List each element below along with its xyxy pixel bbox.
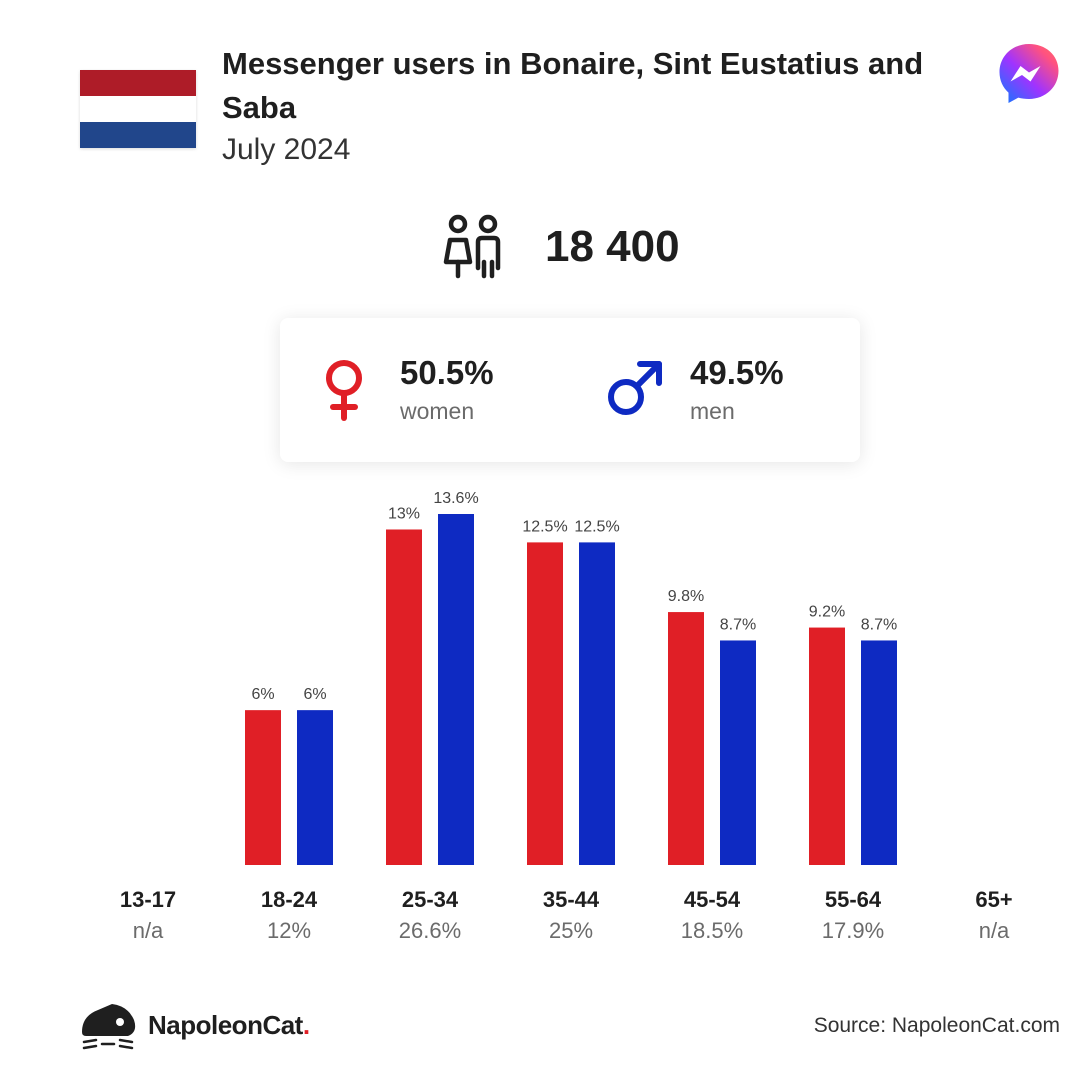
- age-group-total: 17.9%: [822, 918, 884, 943]
- brand-dot: .: [302, 1010, 310, 1040]
- source-text: Source: NapoleonCat.com: [813, 1014, 1060, 1037]
- bar-women-45-54: [668, 612, 704, 865]
- bar-value-label: 9.2%: [809, 604, 845, 621]
- bar-value-label: 13.6%: [433, 490, 478, 507]
- men-label: men: [690, 398, 735, 424]
- bar-value-label: 13%: [388, 505, 420, 522]
- bar-value-label: 8.7%: [861, 616, 897, 633]
- brand-text: NapoleonCat: [148, 1010, 303, 1040]
- bar-men-45-54: [720, 640, 756, 865]
- napoleoncat-logo-icon: [82, 1004, 136, 1050]
- flag-stripe-bottom: [80, 122, 196, 148]
- women-label: women: [400, 398, 475, 424]
- bar-men-55-64: [861, 640, 897, 865]
- bar-women-35-44: [527, 542, 563, 865]
- flag-stripe-middle: [80, 96, 196, 122]
- messenger-logo-icon: [999, 44, 1059, 103]
- bar-value-label: 6%: [251, 686, 274, 703]
- female-symbol-icon: [326, 360, 362, 421]
- bar-women-25-34: [386, 529, 422, 865]
- age-group-total: 18.5%: [681, 918, 743, 943]
- age-group-label: 13-17: [120, 887, 176, 912]
- male-symbol-icon: [608, 361, 662, 415]
- bar-value-label: 12.5%: [522, 518, 567, 535]
- bar-men-35-44: [579, 542, 615, 865]
- country-flag: [80, 70, 196, 148]
- bar-women-18-24: [245, 710, 281, 865]
- age-group-total: 25%: [549, 918, 593, 943]
- age-group-label: 35-44: [543, 887, 600, 912]
- gender-summary-card: 50.5% women 49.5% men: [280, 318, 860, 462]
- age-group-label: 55-64: [825, 887, 882, 912]
- bar-value-label: 12.5%: [574, 518, 619, 535]
- age-group-total: n/a: [979, 918, 1010, 943]
- age-group-label: 18-24: [261, 887, 318, 912]
- total-users-value: 18 400: [545, 222, 680, 271]
- flag-stripe-top: [80, 70, 196, 96]
- bar-men-25-34: [438, 514, 474, 865]
- bar-women-55-64: [809, 627, 845, 865]
- bar-men-18-24: [297, 710, 333, 865]
- age-group-total: 26.6%: [399, 918, 461, 943]
- page-subtitle: July 2024: [222, 133, 351, 166]
- bar-value-label: 8.7%: [720, 616, 756, 633]
- people-icon: [443, 214, 501, 279]
- age-group-label: 45-54: [684, 887, 741, 912]
- men-percentage: 49.5%: [690, 354, 784, 391]
- age-group-total: 12%: [267, 918, 311, 943]
- women-percentage: 50.5%: [400, 354, 494, 391]
- brand-name: NapoleonCat.: [148, 1010, 310, 1041]
- bar-value-label: 9.8%: [668, 588, 704, 605]
- bar-value-label: 6%: [303, 686, 326, 703]
- age-gender-bar-chart: 13-17 n/a 6% 6% 18-24 12% 13% 13.6% 25-34 26.6% 12…: [120, 490, 1013, 943]
- age-group-label: 25-34: [402, 887, 459, 912]
- page-title: Messenger users in Bonaire, Sint Eustati…: [222, 46, 924, 125]
- age-group-total: n/a: [133, 918, 164, 943]
- age-group-label: 65+: [975, 887, 1012, 912]
